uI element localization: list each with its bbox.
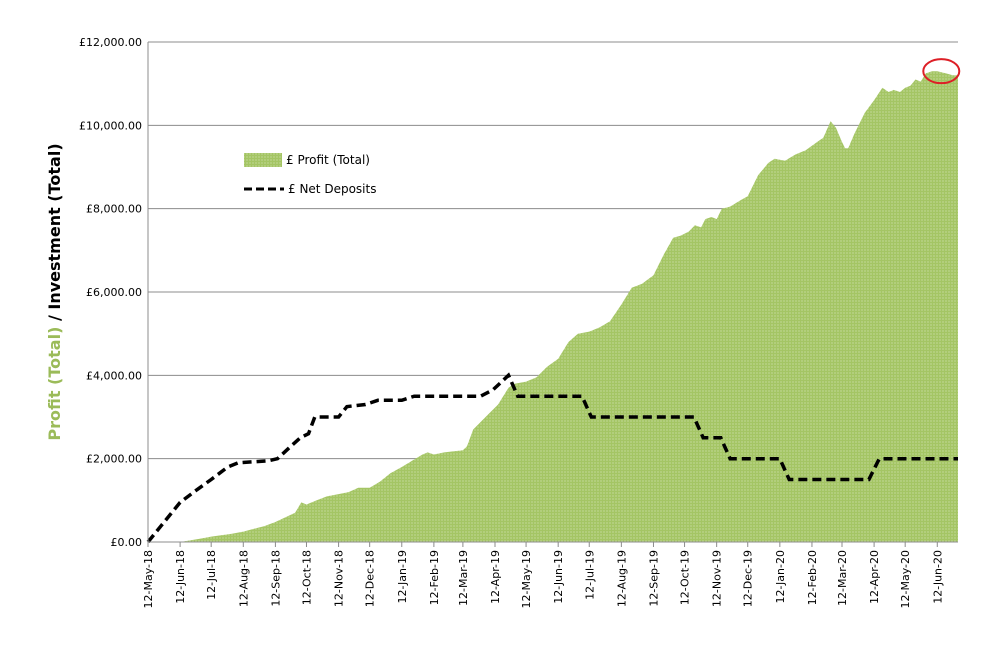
x-tick-label: 12-Sep-18 [269, 550, 282, 607]
y-axis-label: Profit (Total) / Investment (Total) [45, 143, 64, 440]
legend: £ Profit (Total) £ Net Deposits [244, 153, 376, 196]
y-axis-title-profit: Profit (Total) [45, 327, 64, 441]
x-tick-label: 12-Mar-19 [457, 550, 470, 606]
series-profit-area [148, 71, 958, 542]
x-tick-label: 12-Feb-19 [428, 550, 441, 605]
x-tick-label: 12-Jun-20 [931, 550, 944, 604]
annotation-layer [922, 58, 961, 85]
x-tick-label: 12-Jul-19 [583, 550, 596, 600]
net-deposits-layer [146, 372, 958, 544]
legend-profit-label: £ Profit (Total) [286, 153, 370, 167]
y-tick-label: £6,000.00 [86, 286, 142, 299]
x-tick-label: 12-Nov-18 [333, 550, 346, 607]
y-tick-label: £8,000.00 [86, 203, 142, 216]
x-tick-label: 12-Jan-19 [396, 550, 409, 604]
highlight-circle [922, 58, 961, 85]
axes [147, 42, 958, 547]
y-tick-labels: £0.00 £2,000.00 £4,000.00 £6,000.00 £8,000.0… [79, 36, 142, 549]
x-tick-label: 12-Jul-18 [205, 550, 218, 600]
x-tick-label: 12-May-20 [899, 550, 912, 608]
x-tick-label: 12-Jan-20 [774, 550, 787, 604]
x-tick-label: 12-Jun-18 [174, 550, 187, 604]
x-tick-label: 12-Apr-19 [489, 550, 502, 604]
y-tick-label: £4,000.00 [86, 369, 142, 382]
y-tick-label: £10,000.00 [79, 119, 142, 132]
y-tick-label: £12,000.00 [79, 36, 142, 49]
x-tick-label: 12-May-19 [520, 550, 533, 608]
x-tick-labels: 12-May-18 12-Jun-18 12-Jul-18 12-Aug-18 12-S… [142, 550, 944, 608]
y-axis-title: Profit (Total) / Investment (Total) [45, 143, 64, 440]
x-tick-label: 12-Feb-20 [806, 550, 819, 605]
x-tick-label: 12-Dec-19 [742, 550, 755, 607]
y-axis-title-investment: / Investment (Total) [45, 143, 64, 326]
y-tick-label: £0.00 [111, 536, 143, 549]
x-tick-label: 12-Sep-19 [647, 550, 660, 607]
legend-deposits-label: £ Net Deposits [288, 182, 376, 196]
x-tick-label: 12-Mar-20 [836, 550, 849, 606]
x-tick-label: 12-Apr-20 [868, 550, 881, 604]
x-tick-label: 12-May-18 [142, 550, 155, 608]
legend-profit-swatch [244, 153, 282, 167]
y-tick-label: £2,000.00 [86, 453, 142, 466]
x-tick-label: 12-Aug-18 [237, 550, 250, 607]
x-tick-label: 12-Dec-18 [364, 550, 377, 607]
x-tick-label: 12-Aug-19 [615, 550, 628, 607]
series-net-deposits-line [146, 372, 958, 544]
x-tick-label: 12-Jun-19 [552, 550, 565, 604]
x-tick-label: 12-Oct-18 [300, 550, 313, 605]
x-tick-label: 12-Oct-19 [679, 550, 692, 605]
x-tick-label: 12-Nov-19 [711, 550, 724, 607]
profit-area-layer [148, 71, 958, 542]
